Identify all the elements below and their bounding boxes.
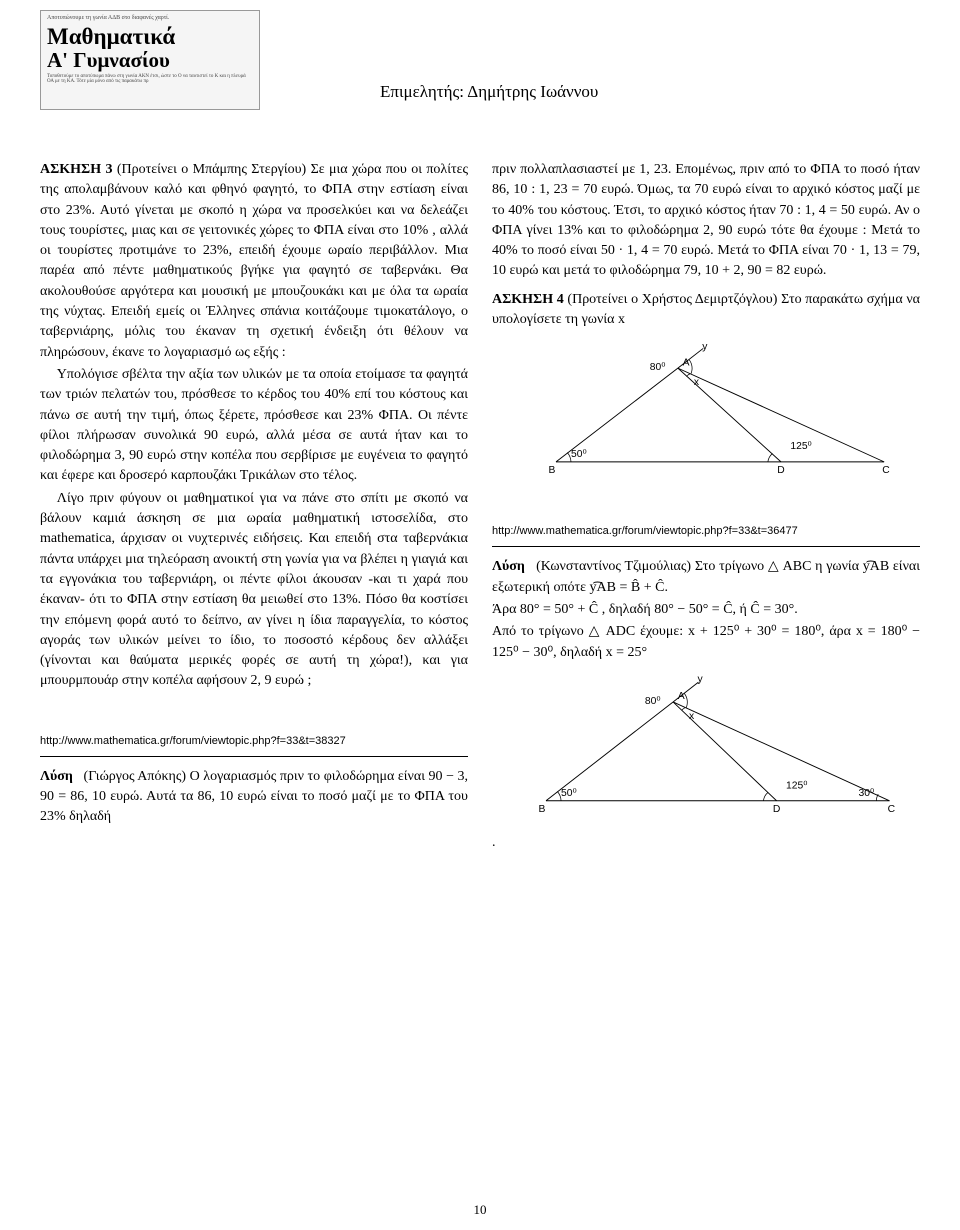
ex4-sol-name: (Κωνσταντίνος Τζιμούλιας) bbox=[536, 559, 691, 574]
ex3-rule bbox=[40, 756, 468, 757]
fig2-label-A: A bbox=[678, 691, 685, 702]
ex3-body1: Σε μια χώρα που οι πολίτες της απολαμβάν… bbox=[40, 162, 468, 360]
columns: ΑΣΚΗΣΗ 3 (Προτείνει ο Μπάμπης Στεργίου) … bbox=[40, 160, 920, 855]
ex4-proposer: (Προτείνει ο Χρήστος Δεμιρτζόγλου) bbox=[567, 292, 777, 307]
logo-title-line1: Μαθηματικά bbox=[47, 24, 253, 49]
ex3-sol-part2: πριν πολλαπλασιαστεί με 1, 23. Επομένως,… bbox=[492, 160, 920, 282]
fig1-label-80: 80⁰ bbox=[650, 362, 666, 373]
logo-bottom-note: Τοποθετούμε το αποτύπωμα πάνω στη γωνία … bbox=[47, 74, 253, 85]
ex4-sol-label: Λύση bbox=[492, 559, 525, 574]
logo-box: Αποτυπώνουμε τη γωνία ΑΔΒ στο διαφανές χ… bbox=[40, 10, 260, 110]
ex3-header: ΑΣΚΗΣΗ 3 (Προτείνει ο Μπάμπης Στεργίου) … bbox=[40, 160, 468, 363]
left-column: ΑΣΚΗΣΗ 3 (Προτείνει ο Μπάμπης Στεργίου) … bbox=[40, 160, 468, 855]
fig1-label-50: 50⁰ bbox=[571, 450, 587, 461]
ex3-sol-label: Λύση bbox=[40, 769, 73, 784]
fig2-label-50: 50⁰ bbox=[561, 788, 577, 799]
page: Αποτυπώνουμε τη γωνία ΑΔΒ στο διαφανές χ… bbox=[0, 0, 960, 1230]
ex4-sol-line2: Άρα 80° = 50° + Ĉ , δηλαδή 80° − 50° = Ĉ… bbox=[492, 600, 920, 620]
fig1-label-D: D bbox=[777, 466, 784, 477]
ex3-body3: Λίγο πριν φύγουν οι μαθηματικοί για να π… bbox=[40, 489, 468, 692]
ex3-url[interactable]: http://www.mathematica.gr/forum/viewtopi… bbox=[40, 734, 468, 750]
ex3-body2: Υπολόγισε σβέλτα την αξία των υλικών με … bbox=[40, 365, 468, 487]
ex3-sol-name: (Γιώργος Απόκης) bbox=[84, 769, 187, 784]
fig2-label-C: C bbox=[888, 804, 896, 815]
fig2-label-B: B bbox=[538, 804, 545, 815]
ex4-url[interactable]: http://www.mathematica.gr/forum/viewtopi… bbox=[492, 524, 920, 540]
ex3-label: ΑΣΚΗΣΗ 3 bbox=[40, 162, 112, 177]
figure-1: y A B C D 80⁰ x 50⁰ 125⁰ bbox=[492, 340, 920, 490]
fig2-label-30: 30⁰ bbox=[858, 788, 874, 799]
logo-title-line2: Α' Γυμνασίου bbox=[47, 49, 253, 72]
fig1-label-A: A bbox=[683, 358, 690, 369]
fig2-label-x: x bbox=[689, 711, 695, 722]
ex4-sol-line3: Από το τρίγωνο △ ADC έχουμε: x + 125⁰ + … bbox=[492, 622, 920, 663]
ex3-solution-start: Λύση (Γιώργος Απόκης) Ο λογαριασμός πριν… bbox=[40, 767, 468, 828]
ex4-solution: Λύση (Κωνσταντίνος Τζιμούλιας) Στο τρίγω… bbox=[492, 557, 920, 598]
ex3-proposer: (Προτείνει ο Μπάμπης Στεργίου) bbox=[117, 162, 306, 177]
ex4-rule bbox=[492, 546, 920, 547]
fig2-label-125: 125⁰ bbox=[786, 780, 807, 791]
figure-2: y A B C D 80⁰ x 50⁰ 125⁰ 30⁰ bbox=[492, 669, 920, 829]
ex4-label: ΑΣΚΗΣΗ 4 bbox=[492, 292, 564, 307]
figure2-dot: . bbox=[492, 833, 920, 853]
fig1-label-B: B bbox=[549, 466, 556, 477]
fig2-label-y: y bbox=[698, 674, 704, 685]
page-number: 10 bbox=[0, 1201, 960, 1220]
ex4-header: ΑΣΚΗΣΗ 4 (Προτείνει ο Χρήστος Δεμιρτζόγλ… bbox=[492, 290, 920, 331]
fig1-label-C: C bbox=[882, 466, 890, 477]
fig1-label-125: 125⁰ bbox=[790, 441, 811, 452]
logo-top-note: Αποτυπώνουμε τη γωνία ΑΔΒ στο διαφανές χ… bbox=[47, 15, 253, 22]
fig2-label-80: 80⁰ bbox=[645, 696, 661, 707]
right-column: πριν πολλαπλασιαστεί με 1, 23. Επομένως,… bbox=[492, 160, 920, 855]
fig1-label-y: y bbox=[702, 342, 708, 353]
curator-line: Επιμελητής: Δημήτρης Ιωάννου bbox=[380, 80, 598, 105]
fig1-label-x: x bbox=[694, 377, 700, 388]
fig2-label-D: D bbox=[773, 804, 780, 815]
